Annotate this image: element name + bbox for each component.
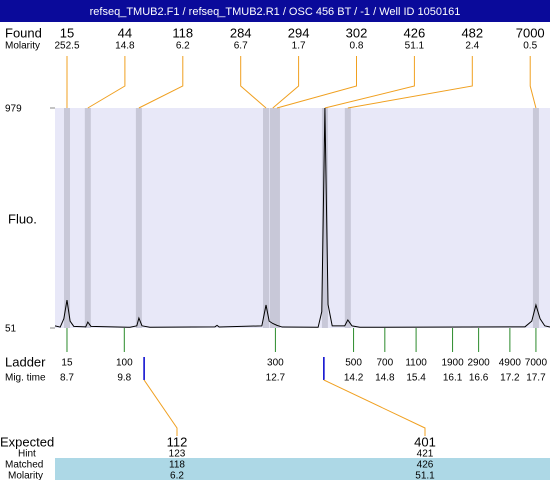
ladder-label: Ladder xyxy=(5,354,46,369)
expected-matched: 426 xyxy=(417,460,434,471)
found-molarity: 6.7 xyxy=(234,41,248,52)
peak-band xyxy=(263,108,270,328)
matched-highlight xyxy=(55,458,550,480)
ladder-time: 12.7 xyxy=(266,373,286,384)
peak-band xyxy=(273,108,280,328)
found-size: 294 xyxy=(288,25,310,40)
ladder-size: 4900 xyxy=(499,358,522,369)
found-molarity: 0.8 xyxy=(350,41,364,52)
found-molarity: 51.1 xyxy=(405,41,425,52)
peak-connector xyxy=(87,56,126,109)
ladder-time: 16.6 xyxy=(469,373,489,384)
peak-band xyxy=(269,108,276,328)
found-size: 7000 xyxy=(516,25,545,40)
found-molarity: 6.2 xyxy=(176,41,190,52)
ladder-size: 15 xyxy=(61,358,73,369)
matched-label: Matched xyxy=(5,460,43,471)
plot-area xyxy=(55,108,550,328)
y-axis-label: Fluo. xyxy=(8,211,37,226)
found-label: Found xyxy=(5,25,42,40)
expected-size: 401 xyxy=(414,434,436,449)
found-size: 15 xyxy=(60,25,74,40)
expected-matched: 118 xyxy=(169,460,185,471)
found-size: 302 xyxy=(346,25,368,40)
found-molarity: 14.8 xyxy=(115,41,135,52)
peak-connector xyxy=(272,56,300,109)
expected-label: Expected xyxy=(0,434,54,449)
expected-connector xyxy=(143,379,178,436)
peak-connector xyxy=(324,56,415,109)
peak-band xyxy=(321,108,328,328)
y-tick-label: 51 xyxy=(5,324,17,335)
found-molarity: 1.7 xyxy=(292,41,306,52)
peak-band xyxy=(84,108,91,328)
trace xyxy=(54,107,550,328)
found-size: 44 xyxy=(118,25,132,40)
peak-band xyxy=(63,108,70,328)
ladder-time: 16.1 xyxy=(443,373,463,384)
found-size: 284 xyxy=(230,25,252,40)
ladder-time: 14.8 xyxy=(375,373,395,384)
found-molarity: 252.5 xyxy=(54,41,79,52)
ladder-time: 17.2 xyxy=(500,373,520,384)
y-tick-label: 979 xyxy=(5,104,22,115)
hint-label: Hint xyxy=(18,449,36,460)
ladder-time: 14.2 xyxy=(344,373,364,384)
ladder-size: 500 xyxy=(345,358,362,369)
ladder-size: 300 xyxy=(267,358,284,369)
ladder-size: 1100 xyxy=(405,358,427,369)
molarity-label: Molarity xyxy=(8,471,43,480)
ladder-size: 100 xyxy=(116,358,133,369)
peak-band xyxy=(344,108,351,328)
found-size: 426 xyxy=(404,25,426,40)
ladder-time: 15.4 xyxy=(406,373,426,384)
ladder-size: 7000 xyxy=(525,358,548,369)
ladder-time: 17.7 xyxy=(526,373,546,384)
expected-hint: 123 xyxy=(169,449,186,460)
peak-band xyxy=(532,108,539,328)
found-molarity: 2.4 xyxy=(465,41,479,52)
expected-size: 112 xyxy=(167,434,188,449)
found-size: 482 xyxy=(461,25,483,40)
found-molarity: 0.5 xyxy=(523,41,537,52)
ladder-time: 8.7 xyxy=(60,373,74,384)
ladder-size: 1900 xyxy=(441,358,464,369)
expected-molarity: 51.1 xyxy=(415,471,435,480)
header-bar xyxy=(0,0,550,22)
peak-connector xyxy=(529,56,537,109)
found-size: 118 xyxy=(172,25,193,40)
chart-title: refseq_TMUB2.F1 / refseq_TMUB2.R1 / OSC … xyxy=(90,6,461,18)
ladder-size: 2900 xyxy=(467,358,490,369)
peak-connector xyxy=(347,56,473,109)
ladder-time: 9.8 xyxy=(117,373,131,384)
peak-band xyxy=(135,108,142,328)
peak-connector xyxy=(276,56,357,109)
peak-connector xyxy=(138,56,184,109)
mig-time-label: Mig. time xyxy=(5,373,46,384)
ladder-size: 700 xyxy=(376,358,393,369)
expected-molarity: 6.2 xyxy=(170,471,184,480)
expected-hint: 421 xyxy=(417,449,434,460)
found-molarity-label: Molarity xyxy=(5,41,40,52)
expected-connector xyxy=(323,379,426,436)
peak-connector xyxy=(240,56,267,109)
